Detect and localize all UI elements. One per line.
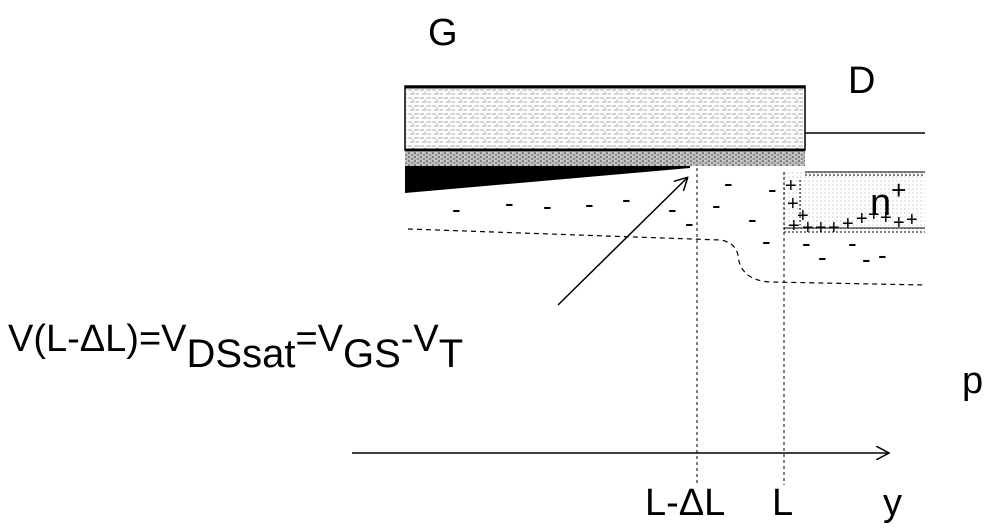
n-plus-label-sup: +: [891, 175, 907, 205]
electron-charge: -: [505, 188, 514, 218]
equation-sub-gs: GS: [342, 332, 401, 376]
electron-charges: - - - - - - - - - - - - - - - - -: [452, 168, 887, 274]
gate-label: G: [428, 12, 458, 54]
hole-charge: +: [828, 217, 840, 239]
equation-eq2: =V: [295, 318, 343, 360]
hole-charge: +: [880, 207, 892, 229]
electron-charge: -: [862, 244, 871, 274]
electron-charge: -: [585, 189, 594, 219]
hole-charge: +: [842, 213, 854, 235]
n-plus-label: n+: [870, 177, 906, 224]
hole-charge: +: [797, 205, 809, 227]
depletion-boundary: [407, 228, 926, 286]
pinch-off-equation: V(L-ΔL)=VDSsat=VGS-VT: [8, 318, 463, 374]
electron-charge: -: [748, 204, 757, 234]
inversion-channel: [405, 166, 690, 193]
electron-charge: -: [878, 240, 887, 270]
substrate-label: p: [962, 360, 984, 402]
electron-charge: -: [668, 194, 677, 224]
electron-charge: -: [685, 208, 694, 238]
electron-charge: -: [848, 228, 857, 258]
hole-charge: +: [788, 215, 800, 237]
hole-charge: +: [893, 212, 905, 234]
hole-charge: +: [906, 209, 918, 231]
electron-charge: -: [622, 184, 631, 214]
hole-charge: +: [856, 208, 868, 230]
electron-charge: -: [762, 226, 771, 256]
electron-charge: -: [818, 242, 827, 272]
hole-charge: +: [785, 175, 797, 197]
tick-label-l-minus-delta-l: L-ΔL: [645, 482, 726, 524]
hole-charge: +: [802, 217, 814, 239]
n-plus-region: [784, 172, 925, 232]
hole-charge: +: [815, 217, 827, 239]
axis-y-label: y: [883, 482, 902, 524]
electron-charge: -: [452, 194, 461, 224]
gate-oxide: [405, 152, 805, 166]
pinch-off-pointer-arrow: [557, 178, 687, 306]
electron-charge: -: [724, 168, 733, 198]
hole-charges: + + + + + + + + + + + + +: [785, 175, 918, 239]
equation-sub-dssat: DSsat: [186, 332, 296, 376]
hole-charge: +: [868, 204, 880, 226]
gate-electrode: [404, 85, 806, 151]
equation-lhs: V(L-ΔL)=V: [8, 318, 187, 360]
electron-charge: -: [768, 174, 777, 204]
electron-charge: -: [543, 191, 552, 221]
equation-minus-v: -V: [400, 318, 439, 360]
hole-charge: +: [787, 193, 799, 215]
equation-sub-t: T: [438, 332, 464, 376]
electron-charge: -: [802, 228, 811, 258]
tick-label-l: L: [772, 482, 794, 524]
n-plus-label-text: n: [870, 182, 892, 224]
electron-charge: -: [712, 190, 721, 220]
drain-label: D: [848, 60, 876, 102]
